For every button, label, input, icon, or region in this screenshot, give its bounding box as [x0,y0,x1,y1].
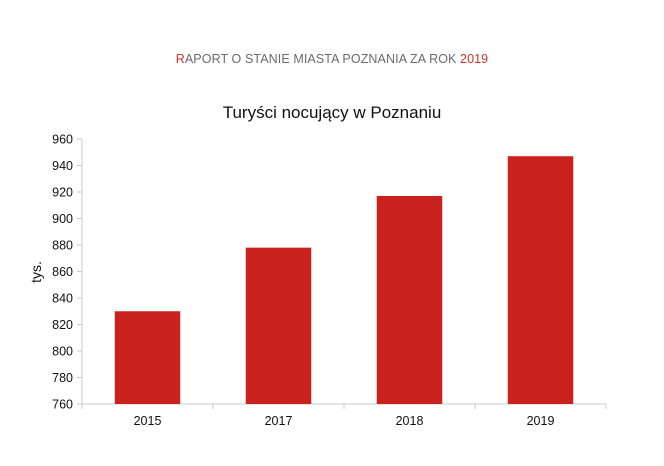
y-axis: 760 780 800 820 840 860 880 900 920 940 960 [52,133,83,412]
y-tick-label: 960 [52,133,73,147]
y-tick-label: 920 [52,186,73,200]
y-tick-label: 880 [52,239,73,253]
y-tick-label: 860 [52,265,73,279]
x-axis: 2015 2017 2018 2019 [81,403,607,428]
y-axis-label: tys. [28,261,44,283]
report-header-year: 2019 [460,52,489,66]
x-tick-label: 2015 [134,414,162,428]
report-header-text: APORT O STANIE MIASTA POZNANIA ZA ROK [184,52,461,66]
chart-title: Turyści nocujący w Poznaniu [223,103,442,122]
y-tick-label: 760 [52,398,73,412]
y-tick-label: 800 [52,345,73,359]
y-tick-label: 940 [52,159,73,173]
report-header: RAPORT O STANIE MIASTA POZNANIA ZA ROK 2… [0,52,664,66]
y-tick-label: 820 [52,318,73,332]
bar-2018 [376,195,443,404]
report-header-initial: R [175,52,185,66]
y-tick-label: 780 [52,371,73,385]
bars [114,156,574,404]
y-tick-label: 840 [52,292,73,306]
x-tick-label: 2019 [527,414,555,428]
x-tick-label: 2018 [396,414,424,428]
y-tick-label: 900 [52,212,73,226]
bar-2015 [114,311,181,404]
bar-2017 [245,247,312,404]
bar-2019 [507,156,574,404]
x-tick-label: 2017 [265,414,293,428]
